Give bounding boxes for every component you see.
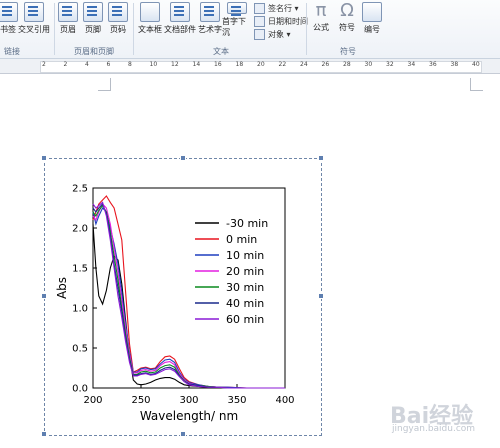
ruler-number: 28: [343, 61, 351, 68]
drop-cap-button[interactable]: 首字下沉: [222, 2, 252, 38]
resize-handle[interactable]: [180, 155, 186, 161]
ruler-number: 26: [321, 61, 330, 68]
series-line: [92, 201, 285, 389]
quick-parts-icon: [170, 2, 190, 22]
ruler-track: [40, 61, 482, 73]
y-tick-label: 0.0: [72, 384, 88, 395]
cross-reference-icon: [24, 2, 44, 22]
page-number-icon: [108, 2, 128, 22]
header-icon: [58, 2, 78, 22]
y-tick-label: 0.5: [72, 344, 88, 355]
resize-handle[interactable]: [41, 293, 47, 299]
omega-icon: Ω: [340, 0, 354, 21]
object-button[interactable]: 对象 ▾: [254, 28, 291, 40]
header-button[interactable]: 页眉: [58, 2, 78, 38]
group-label-text: 文本: [213, 47, 229, 56]
x-tick-label: 200: [83, 395, 102, 406]
symbol-button[interactable]: Ω 符号: [339, 0, 355, 33]
group-separator: [133, 3, 134, 55]
ruler-number: 38: [450, 61, 459, 68]
page-corner-mark: [470, 78, 483, 91]
resize-handle[interactable]: [41, 155, 47, 161]
ruler-number: 14: [192, 61, 201, 68]
page-number-button[interactable]: 页码: [108, 2, 128, 38]
y-tick-label: 2.5: [72, 184, 88, 195]
group-label-links: 链接: [4, 47, 20, 56]
bookmark-icon: [0, 2, 18, 22]
ruler-number: 18: [235, 61, 244, 68]
ruler-number: 16: [214, 61, 222, 68]
group-separator: [54, 3, 55, 55]
numbering-icon: [362, 2, 382, 22]
quick-parts-button[interactable]: 文档部件: [164, 2, 196, 38]
signature-icon: [254, 2, 265, 14]
ruler-number: 2: [42, 61, 46, 68]
x-axis-label: Wavelength/ nm: [140, 409, 238, 423]
baidu-watermark: Bai经验: [390, 404, 474, 429]
wordart-icon: [200, 2, 220, 22]
y-tick-label: 1.0: [72, 304, 88, 315]
pi-icon: π: [315, 0, 327, 21]
legend-label: 10 min: [226, 249, 264, 262]
resize-handle[interactable]: [180, 431, 186, 437]
ruler-number: 12: [171, 61, 179, 68]
watermark-url: jingyan.baidu.com: [392, 424, 476, 434]
ruler-number: 2: [63, 61, 68, 68]
legend-label: 20 min: [226, 265, 264, 278]
signature-line-button[interactable]: 签名行 ▾: [254, 2, 299, 14]
ruler-number: 4: [85, 61, 89, 68]
bookmark-button[interactable]: 书签: [0, 2, 18, 38]
legend-label: 0 min: [226, 233, 257, 246]
object-icon: [254, 28, 265, 40]
resize-handle[interactable]: [318, 293, 324, 299]
legend-label: 60 min: [226, 313, 264, 326]
ruler-number: 20: [257, 61, 265, 68]
equation-button[interactable]: π 公式: [313, 0, 329, 33]
y-tick-label: 2.0: [72, 224, 88, 235]
horizontal-ruler[interactable]: 2 2 4 6 8 10 12 14 16 18 20 22 24 26 28 30 32 34 36 38 40: [0, 59, 500, 74]
ruler-number: 40: [472, 61, 480, 68]
ruler-number: 34: [407, 61, 416, 68]
ruler-number: 24: [300, 61, 308, 68]
drop-cap-icon: [227, 2, 247, 14]
y-axis-label: Abs: [55, 277, 69, 299]
ribbon: 书签 交叉引用 页眉 页脚 页码 文本框 文档部件 艺术字 首字下沉 签名行 ▾…: [0, 0, 500, 59]
ruler-number: 36: [429, 61, 437, 68]
resize-handle[interactable]: [41, 431, 47, 437]
ruler-number: 32: [386, 61, 394, 68]
y-tick-label: 1.5: [72, 264, 88, 275]
page-corner-mark: [98, 78, 111, 91]
group-separator: [306, 3, 307, 55]
x-tick-label: 350: [227, 395, 246, 406]
calendar-icon: [254, 15, 265, 27]
footer-button[interactable]: 页脚: [83, 2, 103, 38]
series-line: [92, 204, 285, 389]
x-tick-label: 250: [131, 395, 150, 406]
x-tick-label: 400: [275, 395, 294, 406]
group-label-symbols: 符号: [340, 47, 356, 56]
textbox-button[interactable]: 文本框: [137, 2, 163, 38]
ruler-number: 22: [278, 61, 287, 68]
resize-handle[interactable]: [318, 155, 324, 161]
series-line: [92, 203, 285, 389]
legend-label: 30 min: [226, 281, 264, 294]
legend-label: 40 min: [226, 297, 264, 310]
ruler-number: 6: [106, 61, 111, 68]
cross-reference-button[interactable]: 交叉引用: [18, 2, 50, 38]
textbox-icon: [140, 2, 160, 22]
numbering-button[interactable]: 编号: [361, 2, 383, 38]
x-tick-label: 300: [179, 395, 198, 406]
wordart-button[interactable]: 艺术字: [197, 2, 223, 38]
legend-label: -30 min: [226, 217, 268, 230]
date-time-button[interactable]: 日期和时间: [254, 15, 308, 27]
ruler-number: 30: [364, 61, 373, 68]
ruler-number: 10: [149, 61, 158, 68]
ruler-number: 8: [128, 61, 132, 68]
footer-icon: [83, 2, 103, 22]
group-label-header-footer: 页眉和页脚: [74, 47, 114, 56]
